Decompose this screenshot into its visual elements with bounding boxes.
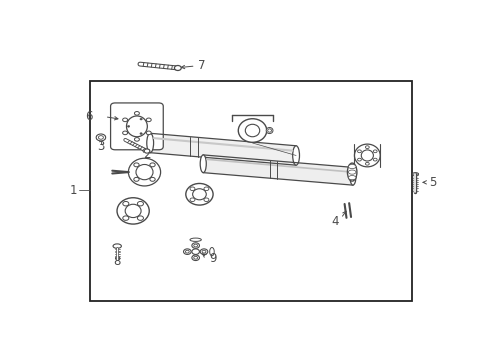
Ellipse shape [189,238,201,242]
Ellipse shape [292,146,299,165]
Ellipse shape [98,136,103,139]
Ellipse shape [136,165,153,180]
Ellipse shape [146,118,151,122]
Ellipse shape [125,204,141,217]
Ellipse shape [354,144,380,167]
Text: 7: 7 [198,59,205,72]
Ellipse shape [96,134,105,141]
Ellipse shape [200,249,207,255]
Ellipse shape [122,216,129,220]
Ellipse shape [265,127,272,134]
Ellipse shape [357,158,361,161]
Ellipse shape [347,176,355,180]
Ellipse shape [140,133,142,134]
Ellipse shape [185,184,213,205]
Ellipse shape [150,177,155,181]
Ellipse shape [134,177,139,181]
Ellipse shape [202,250,205,253]
Ellipse shape [357,150,361,153]
Text: 8: 8 [113,255,121,268]
Text: 2: 2 [142,148,150,161]
Ellipse shape [185,250,189,253]
Polygon shape [203,155,352,185]
Ellipse shape [245,124,259,137]
Ellipse shape [127,126,129,127]
Ellipse shape [267,129,271,132]
Ellipse shape [411,173,418,175]
Ellipse shape [183,249,191,255]
Ellipse shape [134,138,139,141]
Ellipse shape [238,119,266,142]
Ellipse shape [349,167,355,185]
FancyBboxPatch shape [110,103,163,150]
Ellipse shape [203,198,208,202]
Ellipse shape [150,163,155,167]
Text: 1: 1 [69,184,77,197]
Ellipse shape [191,249,199,255]
Ellipse shape [140,118,142,120]
Ellipse shape [144,149,149,153]
Text: 6: 6 [84,110,92,123]
Text: 4: 4 [330,215,338,228]
Ellipse shape [193,256,197,259]
Ellipse shape [122,131,127,135]
Ellipse shape [347,170,355,174]
Ellipse shape [146,131,151,135]
Ellipse shape [200,155,206,173]
Ellipse shape [191,255,199,261]
Ellipse shape [126,116,147,137]
Ellipse shape [203,187,208,190]
Ellipse shape [190,187,195,190]
Ellipse shape [372,150,376,153]
Ellipse shape [174,66,181,71]
Text: 9: 9 [208,252,216,265]
Ellipse shape [209,247,214,256]
Polygon shape [150,133,296,165]
Ellipse shape [134,112,139,115]
Text: 5: 5 [428,176,435,189]
Ellipse shape [117,198,149,224]
Ellipse shape [365,162,368,165]
Ellipse shape [122,118,127,122]
Ellipse shape [128,158,160,186]
Ellipse shape [190,198,195,202]
Ellipse shape [347,163,356,181]
Ellipse shape [122,202,129,206]
Ellipse shape [146,133,153,153]
Ellipse shape [365,146,368,149]
Ellipse shape [191,243,199,248]
Ellipse shape [137,216,143,220]
Ellipse shape [361,150,373,161]
Text: 3: 3 [97,140,104,153]
Ellipse shape [193,244,197,247]
Ellipse shape [347,165,355,168]
Ellipse shape [113,244,121,248]
Ellipse shape [192,189,206,200]
Bar [89,81,411,301]
Ellipse shape [372,158,376,161]
Ellipse shape [137,202,143,206]
Ellipse shape [134,163,139,167]
